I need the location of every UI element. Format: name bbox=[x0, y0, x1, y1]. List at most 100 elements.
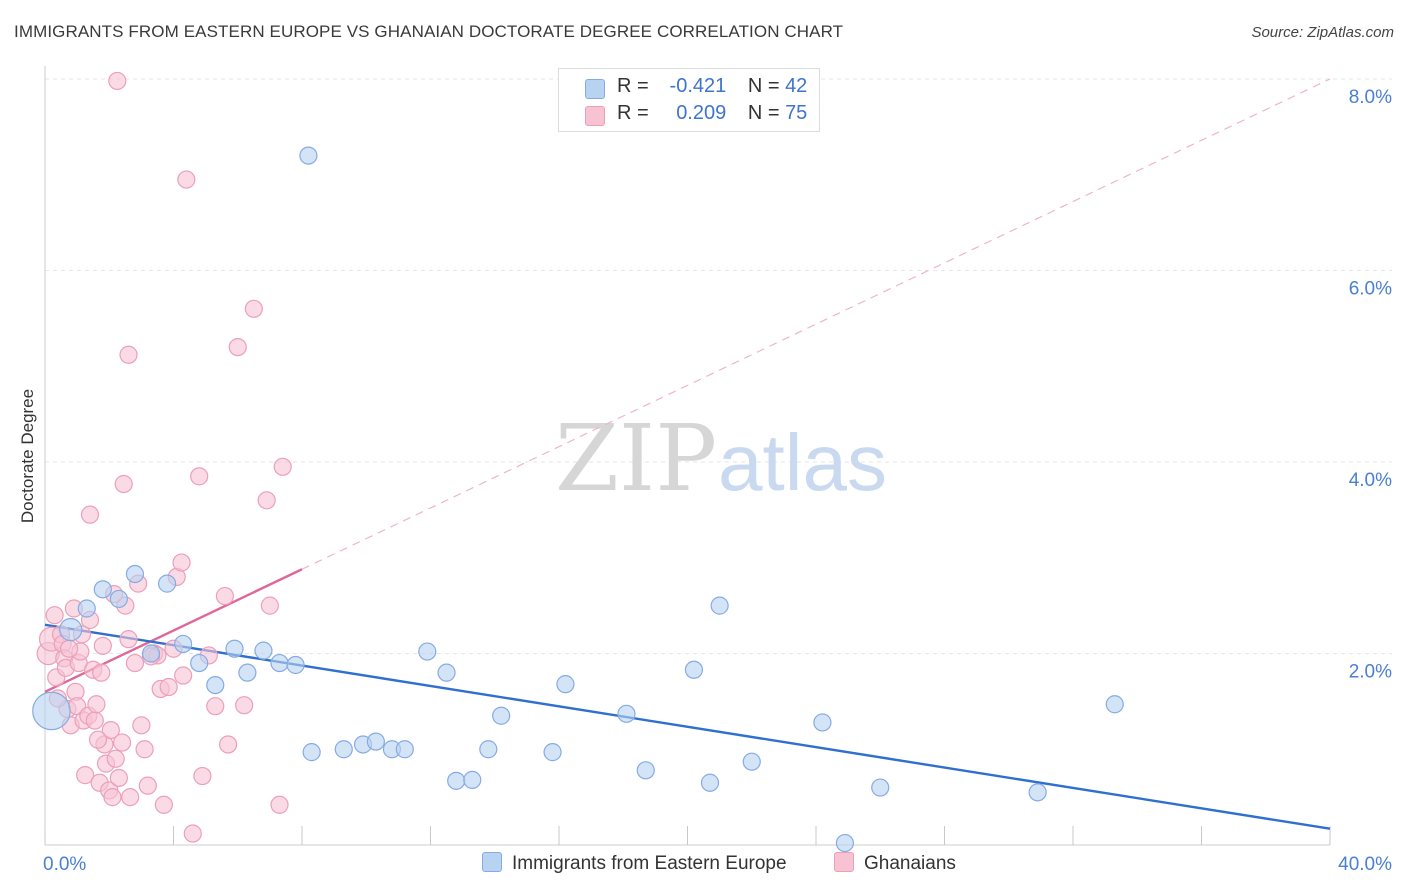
eastern-europe-point bbox=[206, 675, 225, 695]
eastern-europe-point bbox=[700, 773, 720, 792]
eastern-europe-point bbox=[93, 580, 112, 599]
ghanaians-point bbox=[235, 696, 254, 715]
eastern-europe-point bbox=[174, 634, 193, 654]
legend-swatch-pink bbox=[585, 106, 605, 126]
ghanaians-point bbox=[112, 733, 132, 752]
bottom-legend-swatch-blue bbox=[482, 852, 502, 872]
ghanaians-point bbox=[106, 749, 125, 768]
eastern-europe-point bbox=[238, 663, 257, 682]
ghanaians-point bbox=[270, 795, 289, 814]
eastern-europe-point bbox=[190, 653, 209, 673]
eastern-europe-point bbox=[1105, 695, 1124, 714]
ghanaians-point bbox=[93, 636, 112, 655]
x-tick-label: 0.0% bbox=[43, 854, 86, 875]
eastern-europe-point bbox=[366, 732, 385, 751]
ghanaians-point bbox=[215, 586, 234, 606]
ghanaians-point bbox=[109, 768, 128, 788]
chart-title: IMMIGRANTS FROM EASTERN EUROPE VS GHANAI… bbox=[14, 22, 844, 41]
eastern-europe-point bbox=[543, 743, 562, 762]
ghanaians-point bbox=[103, 788, 122, 807]
eastern-europe-point bbox=[636, 761, 655, 780]
legend-r-value-1: -0.421 bbox=[669, 75, 727, 97]
eastern-europe-point bbox=[479, 740, 498, 759]
eastern-europe-point bbox=[871, 778, 890, 797]
ghanaians-point bbox=[92, 663, 111, 682]
ghanaians-point bbox=[119, 345, 138, 364]
y-tick-label: 2.0% bbox=[1349, 662, 1392, 683]
ghanaians-point bbox=[228, 338, 247, 357]
ghanaians-point bbox=[257, 491, 276, 510]
legend-n-label: N = bbox=[747, 102, 780, 124]
watermark-atlas: atlas bbox=[718, 418, 887, 507]
eastern-europe-point bbox=[299, 146, 318, 165]
ghanaians-point bbox=[132, 716, 151, 735]
eastern-europe-point bbox=[59, 617, 83, 642]
bottom-legend-series1[interactable]: Immigrants from Eastern Europe bbox=[482, 852, 787, 875]
ghanaians-point bbox=[121, 788, 140, 807]
legend-n-value-2: 75 bbox=[785, 102, 808, 124]
ghanaians-point bbox=[183, 824, 202, 843]
y-axis-title: Doctorate Degree bbox=[18, 389, 37, 523]
ghanaians-point bbox=[219, 735, 238, 754]
eastern-europe-point bbox=[492, 706, 511, 725]
watermark-zip: ZIP bbox=[555, 405, 717, 512]
legend-swatch-blue bbox=[585, 79, 605, 99]
legend-r-label: R = bbox=[617, 75, 649, 97]
eastern-europe-point bbox=[225, 639, 244, 658]
eastern-europe-point bbox=[254, 641, 273, 660]
eastern-europe-point bbox=[447, 771, 466, 790]
ghanaians-point bbox=[135, 740, 154, 759]
eastern-europe-point bbox=[463, 770, 482, 789]
eastern-europe-point bbox=[270, 653, 289, 673]
ghanaians-point bbox=[177, 170, 196, 189]
ghanaians-point bbox=[273, 457, 292, 476]
ghanaians-point bbox=[244, 299, 263, 318]
eastern-europe-point bbox=[302, 743, 321, 762]
ghanaians-trend-extension bbox=[301, 78, 1331, 570]
gridlines bbox=[45, 78, 1392, 654]
ghanaians-point bbox=[119, 630, 138, 649]
axis-ticks: 2.0% 4.0% 6.0% 8.0% 0.0% 40.0% bbox=[43, 87, 1392, 875]
ghanaians-point bbox=[87, 695, 106, 714]
ghanaians-point bbox=[108, 71, 127, 91]
x-tick-label: 40.0% bbox=[1338, 854, 1392, 875]
legend-r-value-2: 0.209 bbox=[676, 102, 727, 124]
bottom-legend-series2[interactable]: Ghanaians bbox=[834, 852, 956, 875]
ghanaians-point bbox=[190, 467, 209, 486]
y-tick-label: 4.0% bbox=[1349, 470, 1392, 491]
bottom-legend-swatch-pink bbox=[834, 852, 854, 872]
ghanaians-point bbox=[159, 677, 178, 697]
source-label: Source: ZipAtlas.com bbox=[1251, 24, 1394, 41]
eastern-europe-point bbox=[437, 663, 456, 682]
eastern-europe-point bbox=[684, 660, 704, 679]
ghanaians-point bbox=[114, 474, 133, 494]
bottom-legend-label-2: Ghanaians bbox=[864, 853, 956, 874]
ghanaians-point bbox=[80, 505, 100, 524]
ghanaians-point bbox=[85, 711, 104, 730]
eastern-europe-point bbox=[141, 644, 161, 663]
eastern-europe-point bbox=[617, 704, 636, 723]
eastern-europe-point bbox=[77, 599, 96, 618]
eastern-europe-point bbox=[157, 574, 177, 593]
ghanaians-point bbox=[260, 596, 279, 615]
eastern-europe-point bbox=[32, 691, 71, 731]
ghanaians-point bbox=[45, 606, 64, 625]
eastern-europe-point bbox=[125, 564, 145, 584]
ghanaians-point bbox=[88, 730, 108, 749]
bottom-legend-label-1: Immigrants from Eastern Europe bbox=[512, 853, 787, 874]
eastern-europe-point bbox=[1028, 783, 1047, 802]
ghanaians-point bbox=[154, 795, 173, 814]
eastern-europe-point bbox=[835, 833, 855, 853]
eastern-europe-point bbox=[710, 596, 729, 615]
stats-legend: R = -0.421 N = 42 R = 0.209 N = 75 bbox=[558, 68, 820, 132]
legend-n-label: N = bbox=[747, 75, 780, 97]
eastern-europe-point bbox=[395, 740, 414, 759]
ghanaians-points bbox=[36, 71, 292, 843]
eastern-europe-points bbox=[32, 146, 1124, 853]
y-tick-label: 6.0% bbox=[1349, 279, 1392, 300]
eastern-europe-point bbox=[556, 675, 575, 694]
ghanaians-point bbox=[138, 776, 157, 795]
ghanaians-point bbox=[172, 553, 191, 572]
ghanaians-point bbox=[59, 639, 79, 658]
